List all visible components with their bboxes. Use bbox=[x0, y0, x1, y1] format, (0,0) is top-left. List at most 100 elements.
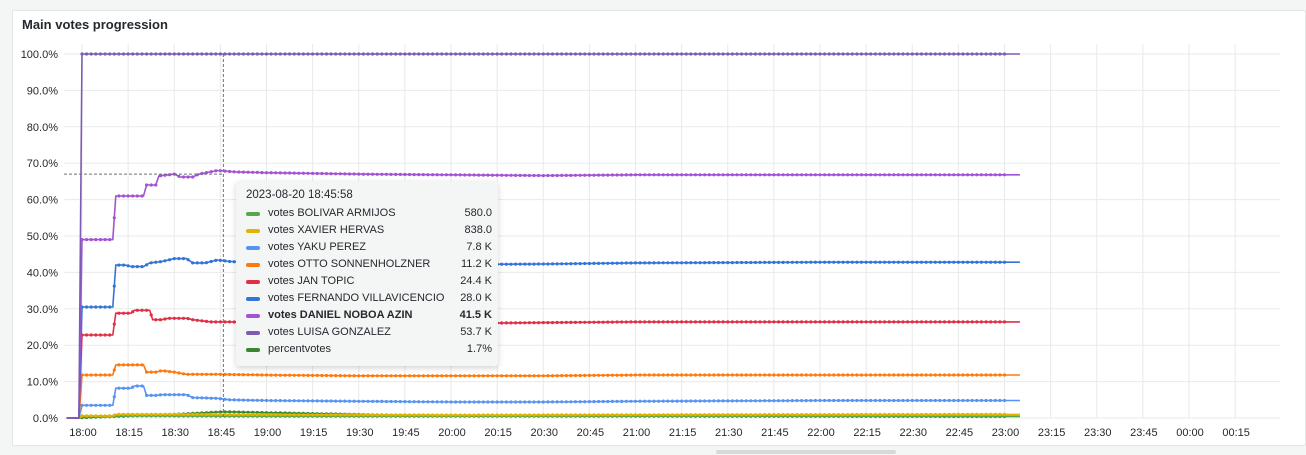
data-point bbox=[970, 260, 974, 264]
data-point bbox=[952, 373, 956, 377]
data-point bbox=[232, 398, 236, 402]
data-point bbox=[467, 400, 472, 404]
data-point bbox=[357, 413, 361, 417]
data-point bbox=[320, 399, 324, 403]
data-point bbox=[569, 52, 573, 56]
data-point bbox=[800, 373, 804, 377]
data-point bbox=[573, 262, 578, 266]
data-point bbox=[495, 400, 499, 404]
data-point bbox=[818, 398, 822, 403]
data-point bbox=[887, 412, 891, 417]
data-point bbox=[790, 173, 794, 177]
hover-tooltip: 2023-08-20 18:45:58 votes BOLIVAR ARMIJO… bbox=[236, 181, 498, 366]
data-point bbox=[223, 372, 227, 376]
data-point bbox=[467, 413, 472, 417]
data-point bbox=[458, 400, 462, 404]
horizontal-scrollbar[interactable] bbox=[716, 450, 896, 454]
data-point bbox=[929, 52, 933, 56]
data-point bbox=[431, 52, 435, 56]
data-point bbox=[200, 261, 204, 265]
data-point bbox=[135, 265, 139, 269]
data-point bbox=[98, 52, 103, 56]
data-point bbox=[633, 52, 638, 56]
data-point bbox=[573, 413, 578, 417]
data-point bbox=[338, 413, 342, 417]
data-point bbox=[149, 393, 153, 397]
data-point bbox=[546, 413, 550, 417]
data-point bbox=[873, 412, 878, 417]
x-tick-label: 22:45 bbox=[946, 427, 974, 439]
data-point bbox=[809, 173, 813, 177]
x-tick-label: 19:30 bbox=[346, 427, 374, 439]
data-point bbox=[652, 373, 656, 377]
data-point bbox=[998, 373, 1002, 377]
data-point bbox=[500, 52, 504, 56]
data-point bbox=[800, 52, 804, 56]
data-point bbox=[790, 373, 794, 377]
data-point bbox=[735, 260, 739, 265]
data-point bbox=[790, 320, 794, 324]
data-point bbox=[984, 52, 988, 56]
data-point bbox=[232, 410, 236, 414]
data-point bbox=[426, 400, 430, 404]
data-point bbox=[864, 398, 868, 403]
data-point bbox=[979, 52, 984, 56]
data-point bbox=[938, 373, 942, 377]
data-point bbox=[481, 400, 485, 404]
data-point bbox=[956, 173, 961, 177]
data-point bbox=[721, 373, 725, 377]
data-point bbox=[168, 173, 172, 177]
data-point bbox=[906, 52, 910, 56]
data-point bbox=[652, 413, 656, 417]
data-point bbox=[481, 413, 485, 417]
data-point bbox=[495, 413, 499, 417]
data-point bbox=[440, 374, 444, 378]
data-point bbox=[652, 173, 656, 177]
data-point bbox=[823, 373, 827, 377]
data-point bbox=[241, 170, 245, 174]
data-point bbox=[823, 320, 827, 324]
data-point bbox=[569, 173, 573, 177]
data-point bbox=[735, 52, 739, 56]
data-point bbox=[892, 412, 896, 417]
data-point bbox=[800, 413, 804, 417]
data-point bbox=[998, 173, 1002, 177]
data-point bbox=[855, 412, 859, 417]
data-point bbox=[776, 373, 781, 377]
data-point bbox=[827, 173, 831, 177]
data-point bbox=[251, 398, 255, 402]
data-point bbox=[347, 52, 352, 56]
data-point bbox=[195, 318, 199, 322]
data-point bbox=[901, 320, 905, 324]
data-point bbox=[421, 413, 425, 417]
data-point bbox=[661, 173, 665, 177]
data-point bbox=[177, 412, 181, 416]
data-point bbox=[117, 52, 121, 56]
data-point bbox=[767, 373, 771, 377]
data-point bbox=[984, 320, 988, 324]
data-point bbox=[200, 319, 204, 323]
data-point bbox=[514, 400, 518, 404]
data-point bbox=[103, 333, 107, 337]
legend-swatch bbox=[246, 229, 260, 233]
data-point bbox=[643, 173, 647, 177]
data-point bbox=[883, 320, 887, 324]
data-point bbox=[675, 373, 679, 377]
data-point bbox=[790, 413, 794, 417]
data-point bbox=[859, 412, 864, 417]
data-point bbox=[947, 173, 951, 177]
data-point bbox=[407, 172, 412, 177]
data-point bbox=[841, 52, 845, 56]
data-point bbox=[145, 183, 149, 187]
data-point bbox=[998, 260, 1002, 264]
data-point bbox=[929, 260, 933, 264]
data-point bbox=[989, 412, 993, 416]
tooltip-series-label: votes LUISA GONZALEZ bbox=[268, 326, 391, 338]
data-point bbox=[601, 173, 605, 177]
data-point bbox=[463, 173, 467, 177]
data-point bbox=[504, 374, 508, 378]
data-point bbox=[966, 320, 970, 324]
data-point bbox=[546, 400, 550, 404]
data-point bbox=[984, 412, 988, 416]
